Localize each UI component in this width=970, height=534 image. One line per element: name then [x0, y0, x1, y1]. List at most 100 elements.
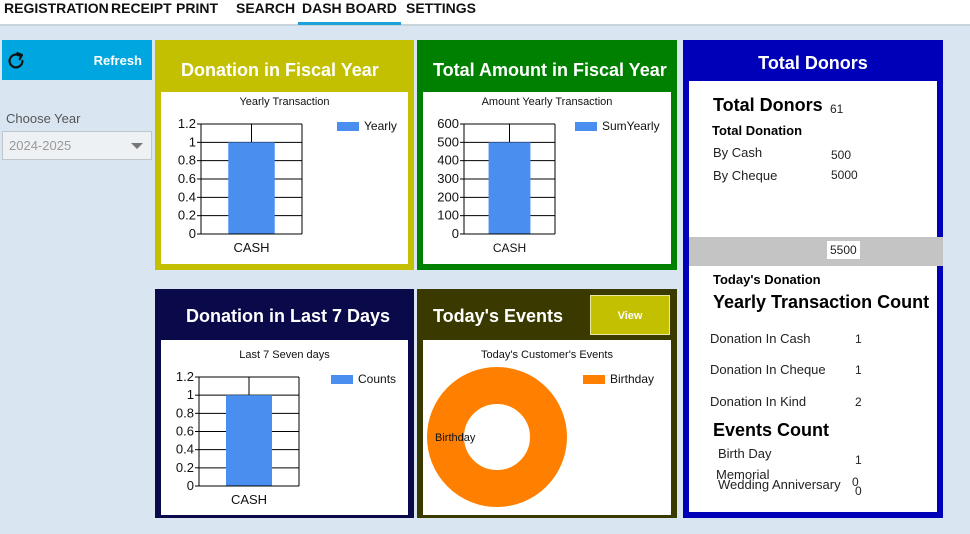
yearly-count-label: Yearly Transaction Count [713, 292, 930, 312]
year-select[interactable]: 2024-2025 [2, 131, 152, 160]
y-tick-label: 0 [187, 478, 194, 493]
y-tick-label: 0.8 [176, 405, 194, 420]
events-chart: Today's Customer's Events Birthday Birth… [423, 340, 671, 515]
y-tick-label: 1 [189, 134, 196, 149]
todays-donation-label: Today's Donation [713, 272, 821, 287]
y-tick-label: 0.2 [178, 208, 196, 223]
total-donors-content: Total Donors 61 Total Donation By Cash 5… [689, 81, 943, 512]
bar-chart: 0 100 200 300 400 500 600 CASH [437, 116, 556, 255]
legend-swatch [337, 122, 359, 132]
by-cash-value: 500 [831, 148, 852, 162]
events-panel: Today's Events View Today's Customer's E… [417, 289, 677, 518]
legend-swatch [583, 375, 605, 385]
last7-chart: Last 7 Seven days Counts 0 0.2 0.4 0.6 0.8 1 1… [161, 340, 408, 515]
y-tick-label: 200 [437, 189, 459, 204]
fiscal-donation-panel: Donation in Fiscal Year Yearly Transacti… [155, 40, 414, 270]
legend-label: SumYearly [602, 119, 660, 133]
chart-title: Yearly Transaction [239, 96, 330, 108]
legend-swatch [331, 375, 353, 385]
menu-receipt[interactable]: RECEIPT [111, 0, 172, 16]
chart-legend: Counts [331, 372, 396, 386]
y-tick-label: 0 [452, 226, 459, 241]
cash-count-value: 1 [855, 332, 862, 346]
kind-count-label: Donation In Kind [710, 394, 807, 409]
cheque-count-label: Donation In Cheque [710, 362, 826, 377]
menu-search[interactable]: SEARCH [236, 0, 296, 16]
birthday-count-value: 1 [855, 453, 862, 467]
bar [226, 395, 272, 486]
bar-chart: 0 0.2 0.4 0.6 0.8 1 1.2 CASH [176, 369, 300, 507]
last7-title: Donation in Last 7 Days [186, 306, 391, 326]
y-tick-label: 0.4 [178, 189, 196, 204]
cash-count-label: Donation In Cash [710, 331, 811, 346]
chart-legend: Yearly [337, 119, 397, 133]
chart-title: Amount Yearly Transaction [481, 96, 613, 108]
menu-print[interactable]: PRINT [176, 0, 218, 16]
menu-registration[interactable]: REGISTRATION [4, 0, 109, 16]
donut-chart: Birthday [427, 367, 567, 507]
total-sum-band: 5500 [689, 237, 943, 266]
bar-chart: 0 0.2 0.4 0.6 0.8 1 1.2 CASH [178, 116, 303, 255]
y-tick-label: 0.4 [176, 442, 194, 457]
total-donors-value: 61 [830, 102, 844, 116]
y-tick-label: 0.8 [178, 153, 196, 168]
kind-count-value: 2 [855, 395, 862, 409]
total-donors-label: Total Donors [713, 95, 823, 115]
y-tick-label: 100 [437, 208, 459, 223]
fiscal-donation-chart: Yearly Transaction Yearly 0 0.2 0.4 0.6 0.8 1… [161, 92, 408, 264]
y-tick-label: 0 [189, 226, 196, 241]
refresh-button[interactable]: Refresh [2, 40, 152, 80]
y-tick-label: 400 [437, 153, 459, 168]
y-tick-label: 1.2 [178, 116, 196, 131]
y-tick-label: 500 [437, 134, 459, 149]
fiscal-donation-title: Donation in Fiscal Year [181, 60, 379, 80]
birthday-count-label: Birth Day [718, 446, 772, 461]
bar [488, 142, 531, 234]
pie-slice [427, 367, 567, 507]
by-cheque-value: 5000 [831, 168, 858, 182]
x-tick-label: CASH [231, 492, 267, 507]
legend-label: Yearly [364, 119, 397, 133]
menu-settings[interactable]: SETTINGS [406, 0, 477, 16]
chart-legend: SumYearly [575, 119, 660, 133]
chevron-down-icon [131, 143, 143, 149]
total-sum-value: 5500 [827, 241, 860, 259]
chart-legend: Birthday [583, 372, 654, 386]
wedding-count-value: 0 [855, 484, 862, 498]
fiscal-amount-panel: Total Amount in Fiscal Year Amount Yearl… [417, 40, 677, 270]
y-tick-label: 1 [187, 387, 194, 402]
events-count-label: Events Count [713, 420, 830, 440]
legend-swatch [575, 122, 597, 132]
legend-label: Counts [358, 372, 397, 386]
memorial-count-label: Memorial [716, 467, 770, 482]
total-donors-panel: Total Donors Total Donors 61 Total Donat… [683, 40, 943, 518]
year-select-value: 2024-2025 [9, 138, 72, 153]
x-tick-label: CASH [493, 241, 526, 255]
total-donation-label: Total Donation [712, 123, 803, 138]
bar [228, 142, 275, 234]
refresh-label: Refresh [93, 53, 142, 68]
chart-title: Last 7 Seven days [239, 349, 330, 361]
memorial-count-value: 0 [852, 475, 859, 489]
legend-label: Birthday [610, 372, 655, 386]
events-title: Today's Events [433, 306, 563, 326]
view-button[interactable]: View [590, 295, 670, 335]
chart-title: Today's Customer's Events [481, 349, 613, 361]
fiscal-amount-title: Total Amount in Fiscal Year [433, 60, 667, 80]
by-cheque-label: By Cheque [713, 168, 778, 183]
last7-panel: Donation in Last 7 Days Last 7 Seven day… [155, 289, 414, 518]
y-tick-label: 0.6 [176, 424, 194, 439]
x-tick-label: CASH [233, 240, 269, 255]
fiscal-amount-chart: Amount Yearly Transaction SumYearly 0 100… [423, 92, 671, 264]
menu-bar: REGISTRATION RECEIPT PRINT SEARCH DASH B… [0, 0, 970, 26]
y-tick-label: 1.2 [176, 369, 194, 384]
y-tick-label: 0.2 [176, 460, 194, 475]
menu-dashboard[interactable]: DASH BOARD [298, 0, 401, 25]
slice-label: Birthday [435, 432, 476, 444]
total-donors-header: Total Donors [758, 53, 868, 73]
by-cash-label: By Cash [713, 145, 763, 160]
y-tick-label: 0.6 [178, 171, 196, 186]
cheque-count-value: 1 [855, 363, 862, 377]
refresh-icon [8, 52, 24, 69]
y-tick-label: 300 [437, 171, 459, 186]
